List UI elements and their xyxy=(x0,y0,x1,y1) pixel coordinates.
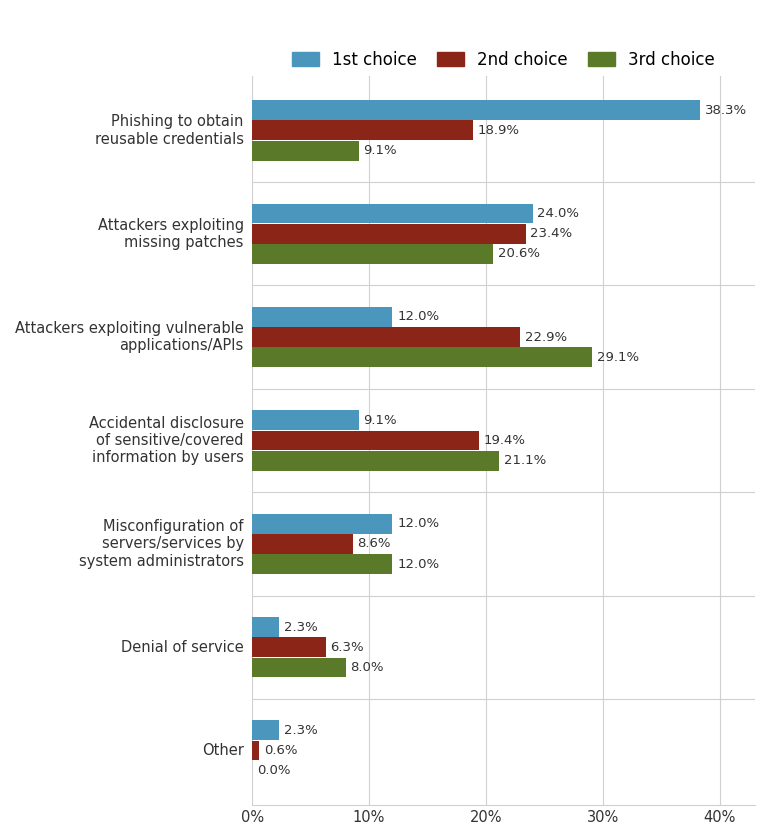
Bar xyxy=(252,741,259,760)
Text: 12.0%: 12.0% xyxy=(397,311,439,323)
Bar xyxy=(252,141,359,160)
Text: 22.9%: 22.9% xyxy=(524,331,567,344)
Text: 6.3%: 6.3% xyxy=(330,641,364,654)
Bar xyxy=(252,638,326,657)
Text: 21.1%: 21.1% xyxy=(504,454,546,467)
Bar xyxy=(252,451,499,470)
Bar xyxy=(252,721,279,740)
Bar xyxy=(252,224,526,244)
Bar xyxy=(252,328,520,347)
Bar xyxy=(252,244,493,264)
Text: 0.0%: 0.0% xyxy=(256,764,290,777)
Bar xyxy=(252,203,533,223)
Bar xyxy=(252,554,393,574)
Text: 19.4%: 19.4% xyxy=(484,434,526,447)
Bar xyxy=(252,534,353,554)
Bar xyxy=(252,514,393,533)
Text: 2.3%: 2.3% xyxy=(283,724,317,737)
Text: 38.3%: 38.3% xyxy=(705,103,747,117)
Bar xyxy=(252,411,359,430)
Text: 8.0%: 8.0% xyxy=(350,661,383,674)
Text: 8.6%: 8.6% xyxy=(357,538,391,550)
Text: 18.9%: 18.9% xyxy=(478,123,520,137)
Bar xyxy=(252,100,700,120)
Bar xyxy=(252,348,592,367)
Bar xyxy=(252,431,479,450)
Bar xyxy=(252,658,346,677)
Text: 20.6%: 20.6% xyxy=(497,248,540,260)
Text: 12.0%: 12.0% xyxy=(397,558,439,570)
Bar xyxy=(252,617,279,637)
Legend: 1st choice, 2nd choice, 3rd choice: 1st choice, 2nd choice, 3rd choice xyxy=(286,44,721,76)
Text: 29.1%: 29.1% xyxy=(597,351,639,364)
Text: 24.0%: 24.0% xyxy=(537,207,580,220)
Text: 9.1%: 9.1% xyxy=(363,414,397,427)
Bar xyxy=(252,307,393,327)
Text: 9.1%: 9.1% xyxy=(363,144,397,157)
Text: 23.4%: 23.4% xyxy=(531,228,573,240)
Bar xyxy=(252,120,473,140)
Text: 2.3%: 2.3% xyxy=(283,621,317,633)
Text: 0.6%: 0.6% xyxy=(264,744,297,757)
Text: 12.0%: 12.0% xyxy=(397,517,439,530)
